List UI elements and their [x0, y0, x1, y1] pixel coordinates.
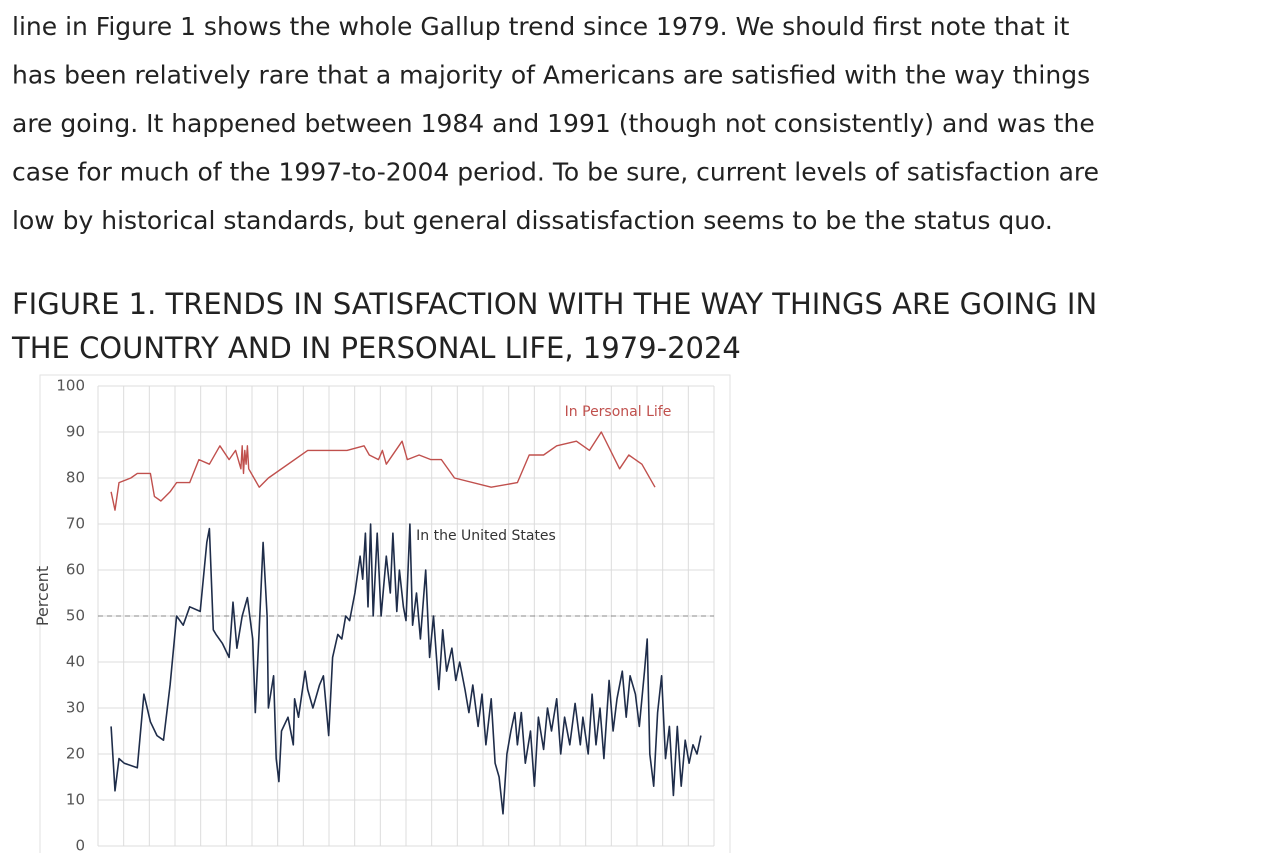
y-tick-label: 70 [66, 515, 85, 533]
figure-title: THE COUNTRY AND IN PERSONAL LIFE, 1979-2… [11, 331, 741, 365]
y-tick-label: 90 [66, 423, 85, 441]
y-axis-label: Percent [33, 566, 52, 626]
paragraph-line: low by historical standards, but general… [12, 206, 1053, 235]
paragraph-line: are going. It happened between 1984 and … [12, 109, 1095, 138]
paragraph-line: case for much of the 1997-to-2004 period… [12, 158, 1099, 187]
chart-frame [39, 374, 731, 853]
series-line [110, 523, 702, 815]
y-tick-label: 0 [75, 837, 85, 853]
series-label: In Personal Life [565, 404, 672, 420]
y-tick-label: 40 [66, 653, 85, 671]
y-tick-label: 100 [56, 377, 85, 395]
y-tick-label: 20 [66, 745, 85, 763]
y-tick-label: 50 [66, 607, 85, 625]
y-tick-label: 10 [66, 791, 85, 809]
y-tick-label: 60 [66, 561, 85, 579]
paragraph-line: has been relatively rare that a majority… [12, 61, 1090, 90]
figure-title: FIGURE 1. TRENDS IN SATISFACTION WITH TH… [12, 287, 1097, 321]
y-tick-label: 80 [66, 469, 85, 487]
series-line [110, 431, 656, 511]
y-tick-label: 30 [66, 699, 85, 717]
paragraph-line: line in Figure 1 shows the whole Gallup … [12, 12, 1070, 41]
series-label: In the United States [416, 528, 556, 544]
